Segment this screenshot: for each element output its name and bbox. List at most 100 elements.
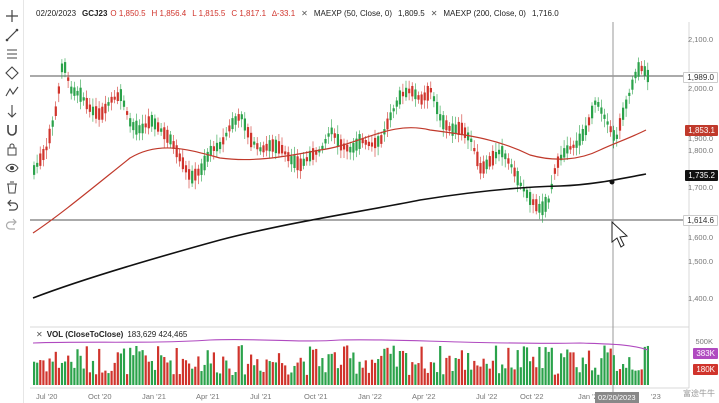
candle[interactable] bbox=[45, 146, 48, 151]
candle[interactable] bbox=[197, 168, 200, 176]
candle[interactable] bbox=[448, 125, 451, 131]
candle[interactable] bbox=[426, 85, 429, 101]
candle[interactable] bbox=[572, 144, 575, 148]
ma200-legend[interactable]: MAEXP (200, Close, 0) bbox=[443, 8, 526, 18]
candle[interactable] bbox=[60, 63, 64, 73]
candle[interactable] bbox=[432, 96, 436, 102]
candle[interactable] bbox=[606, 121, 609, 125]
candle[interactable] bbox=[600, 107, 603, 114]
candle[interactable] bbox=[296, 156, 299, 171]
candle[interactable] bbox=[284, 151, 287, 155]
candle[interactable] bbox=[194, 168, 197, 181]
candle[interactable] bbox=[98, 108, 101, 120]
candle[interactable] bbox=[287, 152, 290, 162]
candle[interactable] bbox=[312, 148, 315, 160]
ma200-line[interactable] bbox=[32, 173, 647, 299]
close-volume-icon[interactable]: ✕ bbox=[36, 330, 43, 339]
candle[interactable] bbox=[327, 133, 330, 137]
candle[interactable] bbox=[457, 121, 460, 135]
candle[interactable] bbox=[389, 112, 392, 121]
candle[interactable] bbox=[268, 140, 271, 152]
candle[interactable] bbox=[494, 151, 498, 159]
candle[interactable] bbox=[225, 132, 228, 137]
candle[interactable] bbox=[370, 142, 374, 147]
candle[interactable] bbox=[646, 69, 649, 83]
candle[interactable] bbox=[308, 150, 312, 162]
candle[interactable] bbox=[532, 199, 535, 205]
candle[interactable] bbox=[212, 146, 215, 151]
candle[interactable] bbox=[265, 143, 268, 151]
candle[interactable] bbox=[91, 106, 95, 116]
candle[interactable] bbox=[188, 169, 191, 180]
candle[interactable] bbox=[442, 115, 445, 130]
candle[interactable] bbox=[367, 141, 370, 147]
candle[interactable] bbox=[57, 86, 60, 94]
redo-icon[interactable] bbox=[3, 217, 21, 233]
candle[interactable] bbox=[417, 95, 420, 100]
candle[interactable] bbox=[380, 135, 383, 144]
candle[interactable] bbox=[569, 146, 572, 150]
lock-icon[interactable] bbox=[3, 141, 21, 157]
candle[interactable] bbox=[250, 132, 253, 148]
candle[interactable] bbox=[355, 138, 358, 151]
candle[interactable] bbox=[618, 118, 622, 131]
candle[interactable] bbox=[491, 150, 494, 166]
candle[interactable] bbox=[79, 87, 82, 102]
measure-icon[interactable] bbox=[3, 103, 21, 119]
candle[interactable] bbox=[33, 165, 36, 175]
candle[interactable] bbox=[101, 106, 104, 120]
candle[interactable] bbox=[405, 87, 408, 98]
candle[interactable] bbox=[603, 114, 606, 119]
candle[interactable] bbox=[119, 89, 122, 102]
candle[interactable] bbox=[519, 182, 522, 187]
candle[interactable] bbox=[541, 201, 544, 216]
candle[interactable] bbox=[485, 159, 488, 170]
candle[interactable] bbox=[200, 163, 203, 175]
candle[interactable] bbox=[259, 147, 262, 152]
close-ma200-icon[interactable]: ✕ bbox=[430, 8, 438, 18]
candle[interactable] bbox=[364, 139, 367, 145]
candle[interactable] bbox=[429, 88, 432, 93]
candle[interactable] bbox=[467, 132, 470, 141]
candle[interactable] bbox=[584, 125, 587, 136]
candle[interactable] bbox=[222, 137, 225, 145]
candle[interactable] bbox=[231, 118, 234, 130]
eye-icon[interactable] bbox=[3, 160, 21, 176]
candle[interactable] bbox=[219, 141, 222, 150]
candle[interactable] bbox=[420, 94, 423, 105]
candle[interactable] bbox=[439, 114, 442, 121]
ma50-legend[interactable]: MAEXP (50, Close, 0) bbox=[313, 8, 392, 18]
candle[interactable] bbox=[209, 145, 212, 156]
candle[interactable] bbox=[178, 153, 181, 162]
shapes-icon[interactable] bbox=[3, 65, 21, 81]
candle[interactable] bbox=[637, 62, 640, 77]
candle[interactable] bbox=[476, 151, 479, 167]
candle[interactable] bbox=[436, 101, 439, 115]
candle[interactable] bbox=[615, 134, 618, 139]
candle[interactable] bbox=[479, 162, 482, 174]
candle[interactable] bbox=[39, 153, 42, 166]
candle[interactable] bbox=[594, 100, 597, 105]
candle[interactable] bbox=[460, 122, 463, 136]
candle[interactable] bbox=[73, 87, 76, 96]
candle[interactable] bbox=[281, 144, 284, 154]
candle[interactable] bbox=[386, 118, 389, 130]
candle[interactable] bbox=[54, 106, 57, 116]
candle[interactable] bbox=[374, 137, 377, 149]
candle[interactable] bbox=[48, 128, 51, 144]
candle[interactable] bbox=[262, 145, 265, 153]
candle[interactable] bbox=[51, 120, 54, 127]
candle[interactable] bbox=[150, 114, 153, 127]
candle[interactable] bbox=[228, 125, 231, 132]
candle[interactable] bbox=[175, 145, 178, 158]
candle[interactable] bbox=[126, 111, 129, 115]
candle[interactable] bbox=[70, 86, 73, 94]
fib-icon[interactable] bbox=[3, 46, 21, 62]
candle[interactable] bbox=[482, 161, 485, 174]
candle[interactable] bbox=[612, 130, 615, 141]
candle[interactable] bbox=[315, 150, 318, 155]
candle[interactable] bbox=[463, 127, 467, 138]
candle[interactable] bbox=[135, 120, 138, 135]
candle[interactable] bbox=[423, 92, 426, 101]
candle[interactable] bbox=[129, 118, 132, 127]
